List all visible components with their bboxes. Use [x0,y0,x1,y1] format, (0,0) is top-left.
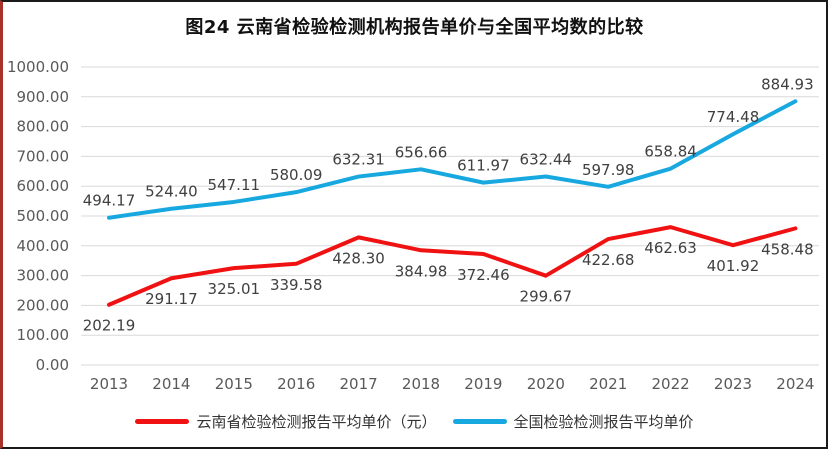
series-line [107,225,798,307]
data-point-label: 884.93 [761,75,814,93]
x-axis-tick-label: 2022 [652,375,690,393]
data-point-label: 422.68 [582,251,635,269]
data-point-label: 291.17 [145,290,198,308]
data-point-label: 656.66 [395,143,448,161]
legend-item: 云南省检验检测报告平均单价（元） [135,411,437,432]
data-point-label: 462.63 [644,239,697,257]
data-point-label: 299.67 [520,288,573,306]
x-axis-tick-label: 2016 [277,375,315,393]
y-axis-tick-label: 100.00 [17,326,70,344]
data-point-label: 384.98 [395,262,448,280]
data-point-label: 339.58 [270,276,323,294]
y-axis-tick-label: 800.00 [17,118,70,136]
x-axis-tick-label: 2015 [215,375,253,393]
legend-line-swatch [452,419,507,424]
data-point-label: 401.92 [707,257,760,275]
data-point-label: 658.84 [644,143,697,161]
chart-title: 图24 云南省检验检测机构报告单价与全国平均数的比较 [185,17,644,38]
x-axis-tick-label: 2018 [402,375,440,393]
legend-label: 云南省检验检测报告平均单价（元） [196,413,437,431]
data-point-label: 611.97 [457,157,510,175]
x-axis-tick-label: 2019 [464,375,502,393]
data-point-label: 372.46 [457,266,510,284]
x-axis-tick-label: 2020 [527,375,565,393]
chart-legend: 云南省检验检测报告平均单价（元） 全国检验检测报告平均单价 [3,411,826,432]
y-axis-tick-label: 0.00 [36,356,69,374]
data-point-label: 632.31 [332,151,385,169]
series-line [107,99,798,220]
data-point-label: 428.30 [332,249,385,267]
data-point-label: 580.09 [270,166,323,184]
y-axis-tick-label: 700.00 [17,147,70,165]
x-axis-tick-label: 2021 [589,375,627,393]
x-axis-tick-label: 2014 [152,375,190,393]
legend-line-swatch [135,419,190,424]
data-point-label: 632.44 [520,151,573,169]
legend-item: 全国检验检测报告平均单价 [452,411,694,432]
data-point-label: 774.48 [707,108,760,126]
y-axis-tick-label: 300.00 [17,267,70,285]
data-point-label: 494.17 [83,192,136,210]
x-axis-tick-label: 2017 [340,375,378,393]
x-axis-tick-label: 2023 [714,375,752,393]
data-point-label: 547.11 [208,176,261,194]
data-point-label: 597.98 [582,161,635,179]
y-axis-tick-label: 600.00 [17,177,70,195]
line-chart: 0.00 100.00 200.00 300.00 400.00 500.00 600.00… [7,58,819,393]
data-point-label: 458.48 [761,240,814,258]
legend-label: 全国检验检测报告平均单价 [513,413,694,431]
y-axis-tick-label: 500.00 [17,207,70,225]
data-point-label: 524.40 [145,183,198,201]
x-axis-tick-label: 2024 [776,375,814,393]
y-axis-tick-label: 400.00 [17,237,70,255]
y-axis-tick-label: 1000.00 [7,58,69,76]
x-axis-tick-label: 2013 [90,375,128,393]
y-axis-tick-label: 200.00 [17,296,70,314]
data-point-label: 202.19 [83,317,136,335]
y-axis-tick-label: 900.00 [17,88,70,106]
data-point-label: 325.01 [208,280,261,298]
